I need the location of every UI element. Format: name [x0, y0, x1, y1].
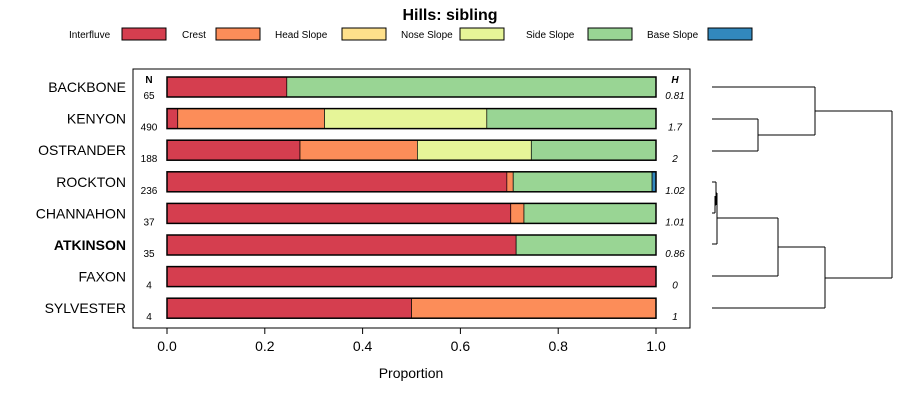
bar-segment [166, 171, 508, 193]
bar-segment [486, 108, 657, 129]
bar-segment [510, 203, 525, 224]
h-value: 0 [672, 281, 678, 292]
bar-segment [299, 139, 418, 161]
h-value: 2 [671, 154, 678, 165]
n-value: 236 [141, 186, 158, 197]
legend: Interfluve Crest Head Slope Nose Slope Side … [69, 27, 753, 41]
bars [166, 76, 657, 319]
legend-label: Base Slope [647, 30, 699, 41]
category-label: BACKBONE [48, 79, 126, 95]
bar-segment [515, 234, 657, 256]
legend-swatch [587, 27, 633, 41]
legend-label: Nose Slope [401, 30, 453, 41]
dendrogram-branch [712, 181, 892, 309]
legend-swatch [121, 27, 167, 41]
bar-segment [286, 76, 657, 98]
bar-segment [512, 171, 653, 193]
h-value: 1.01 [665, 217, 684, 228]
dendrogram-branch [712, 86, 892, 152]
bar-segment [166, 266, 657, 287]
category-label: SYLVESTER [45, 300, 126, 316]
h-value: 1.7 [668, 123, 682, 134]
bar-segment [166, 297, 412, 319]
category-label: CHANNAHON [36, 205, 126, 221]
n-value: 4 [146, 312, 152, 323]
h-header: H [671, 75, 679, 86]
bar-segment [166, 234, 517, 256]
h-values: 0.81 1.7 2 1.02 1.01 0.86 0 1 [665, 91, 685, 323]
bar-segment [530, 139, 657, 161]
bar-segment [166, 108, 179, 129]
category-label: OSTRANDER [38, 142, 126, 158]
h-value: 1 [672, 312, 678, 323]
bar-segment [506, 171, 514, 193]
h-value: 1.02 [665, 186, 685, 197]
n-value: 4 [146, 281, 152, 292]
bar-outline [166, 107, 657, 130]
chart-title: Hills: sibling [402, 7, 497, 24]
n-value: 37 [143, 217, 155, 228]
bar-segment [166, 76, 288, 98]
x-axis: 0.0 0.2 0.4 0.6 0.8 1.0 [157, 328, 666, 354]
plot-frame [132, 68, 691, 329]
bar-outline [166, 234, 657, 256]
bar-outline [166, 297, 657, 319]
category-label: KENYON [67, 111, 126, 127]
bar-outline [166, 265, 657, 288]
legend-swatch [341, 27, 387, 41]
h-value: 0.81 [665, 91, 684, 102]
legend-swatch [215, 27, 261, 41]
n-value: 490 [141, 123, 158, 134]
legend-label: Side Slope [526, 30, 575, 41]
n-value: 188 [141, 154, 158, 165]
bar-outline [166, 139, 657, 161]
bar-segment [411, 297, 657, 319]
bar-segment [166, 203, 512, 224]
bar-outline [166, 171, 657, 193]
x-tick-label: 1.0 [646, 338, 666, 354]
bar-segment [177, 108, 325, 129]
bar-segment [523, 203, 657, 224]
bar-outline [166, 76, 657, 98]
x-tick-label: 0.4 [353, 338, 373, 354]
legend-swatch [459, 27, 505, 41]
bar-segment [324, 108, 488, 129]
legend-swatch [707, 27, 753, 41]
bar-segment [166, 139, 301, 161]
category-label: ATKINSON [54, 237, 126, 253]
legend-label: Interfluve [69, 30, 111, 41]
x-tick-label: 0.2 [255, 338, 275, 354]
h-value: 0.86 [665, 249, 685, 260]
n-header: N [145, 75, 152, 86]
n-values: 65 490 188 236 37 35 4 4 [141, 91, 158, 323]
category-label: FAXON [79, 269, 126, 285]
n-value: 35 [143, 249, 155, 260]
dendrogram [712, 86, 893, 309]
legend-label: Head Slope [275, 30, 328, 41]
bar-segment [417, 139, 532, 161]
category-label: ROCKTON [56, 174, 126, 190]
x-tick-label: 0.8 [548, 338, 568, 354]
x-tick-label: 0.0 [157, 338, 177, 354]
n-value: 65 [143, 91, 155, 102]
category-labels: BACKBONE KENYON OSTRANDER ROCKTON CHANNAHON A… [36, 79, 126, 316]
x-tick-label: 0.6 [451, 338, 471, 354]
bar-outline [166, 202, 657, 225]
x-axis-label: Proportion [379, 365, 444, 381]
legend-label: Crest [182, 30, 206, 41]
